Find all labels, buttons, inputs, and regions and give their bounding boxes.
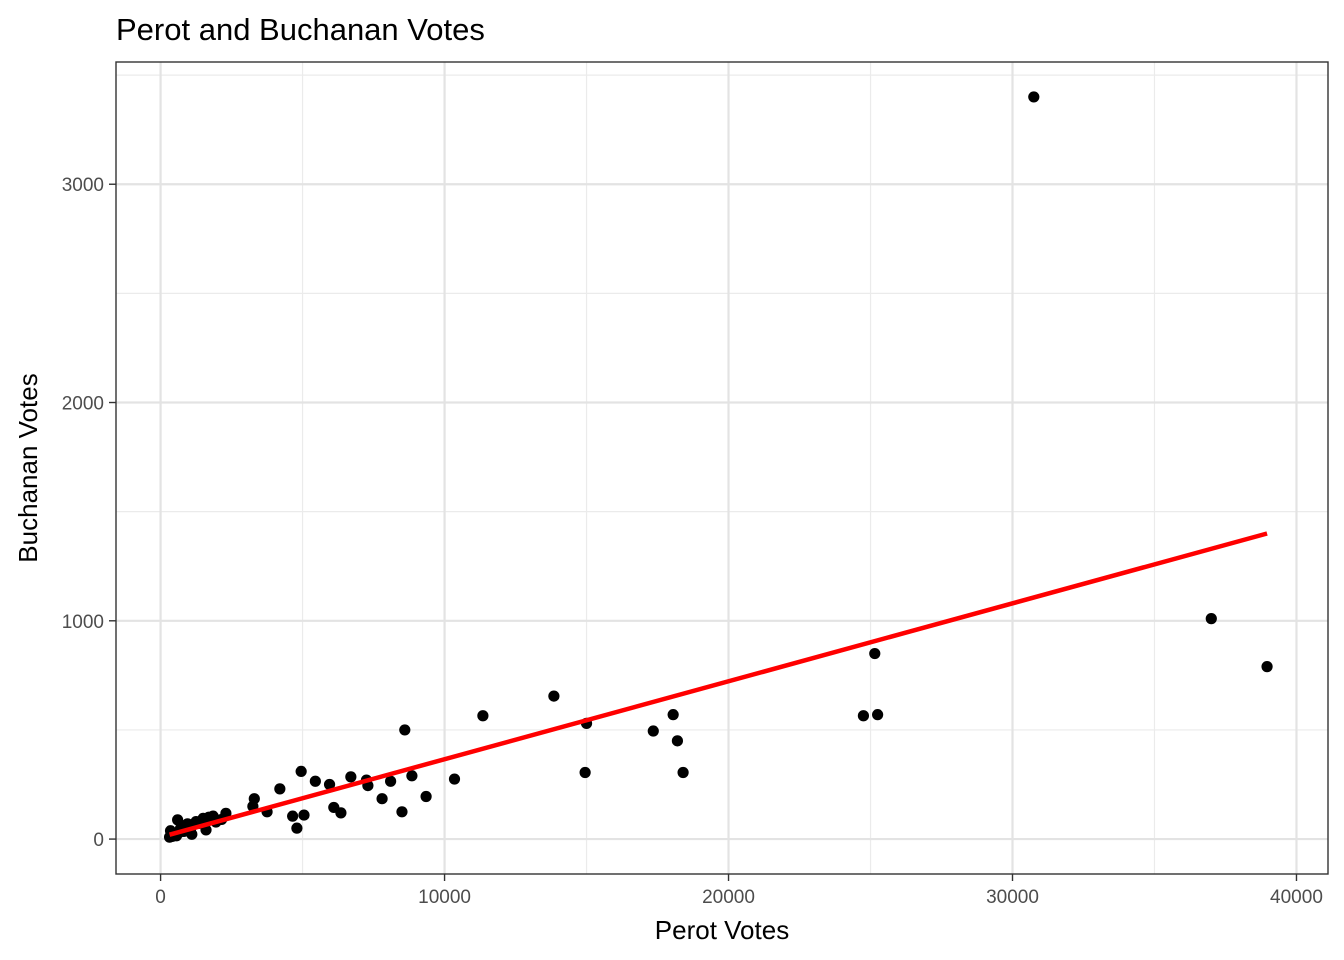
data-point <box>667 709 679 721</box>
x-axis-title: Perot Votes <box>655 915 789 945</box>
data-point <box>220 807 232 819</box>
x-tick-label: 20000 <box>702 887 755 908</box>
data-point <box>872 709 884 721</box>
data-point <box>857 710 870 722</box>
x-tick-label: 30000 <box>986 887 1039 908</box>
data-point <box>385 775 397 787</box>
plot-panel-border <box>115 61 1329 875</box>
data-point <box>295 765 307 778</box>
y-axis-ticks: 0 1000 2000 3000 <box>62 175 116 851</box>
plot-panel-background <box>116 62 1328 874</box>
data-point <box>579 766 591 779</box>
minor-gridlines <box>116 62 1328 874</box>
data-point <box>1028 91 1040 103</box>
y-tick-label: 1000 <box>62 612 104 633</box>
data-point <box>345 771 357 783</box>
chart-title: Perot and Buchanan Votes <box>116 12 485 47</box>
data-point <box>309 775 321 787</box>
data-point <box>399 724 411 736</box>
data-point <box>671 735 684 747</box>
data-point <box>287 810 299 822</box>
data-point <box>406 770 418 782</box>
x-tick-label: 10000 <box>418 887 471 908</box>
major-gridlines <box>116 62 1328 874</box>
data-point <box>420 790 432 803</box>
data-point <box>323 778 336 791</box>
data-point <box>376 793 388 805</box>
x-tick-label: 0 <box>155 887 166 908</box>
x-tick-label: 40000 <box>1270 887 1323 908</box>
data-point <box>298 809 310 821</box>
fit-line-group <box>168 531 1268 837</box>
data-point <box>647 725 659 737</box>
regression-line <box>168 531 1268 837</box>
y-axis-title: Buchanan Votes <box>13 373 43 562</box>
data-point <box>869 647 881 660</box>
data-point <box>548 690 560 702</box>
x-axis-ticks: 0 10000 20000 30000 40000 <box>155 874 1323 908</box>
data-point <box>1205 613 1217 625</box>
y-tick-label: 2000 <box>62 394 104 415</box>
y-tick-label: 3000 <box>62 175 104 196</box>
data-point <box>291 822 303 834</box>
data-point <box>448 773 461 785</box>
y-tick-label: 0 <box>93 830 104 851</box>
data-point <box>274 783 286 795</box>
data-point <box>477 710 489 722</box>
data-point <box>396 806 408 818</box>
data-point <box>1261 661 1273 673</box>
data-point <box>248 793 260 805</box>
data-point <box>677 766 689 779</box>
data-point <box>335 807 347 819</box>
